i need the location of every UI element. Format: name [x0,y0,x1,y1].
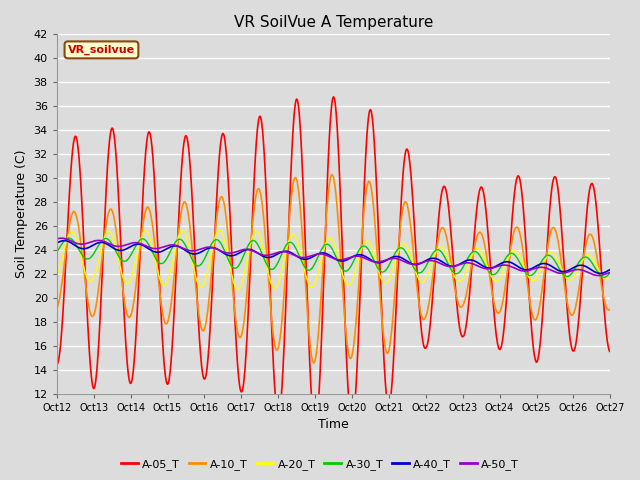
A-20_T [116,264,124,269]
Legend: A-05_T, A-10_T, A-20_T, A-30_T, A-40_T, A-50_T: A-05_T, A-10_T, A-20_T, A-30_T, A-40_T, … [116,455,524,474]
A-20_T [607,275,614,281]
A-20_T [266,275,273,281]
Line: A-05_T: A-05_T [57,97,611,430]
A-40_T [266,254,273,260]
A-10_T [536,300,544,306]
Line: A-40_T: A-40_T [57,240,611,274]
Text: VR_soilvue: VR_soilvue [68,45,135,55]
A-05_T [330,94,337,100]
A-05_T [265,259,273,265]
A-10_T [116,261,124,266]
A-40_T [60,238,68,243]
A-50_T [58,235,65,241]
A-40_T [53,240,61,246]
A-30_T [116,256,124,262]
A-10_T [310,360,317,366]
A-20_T [536,268,544,274]
A-40_T [596,271,604,276]
Y-axis label: Soil Temperature (C): Soil Temperature (C) [15,150,28,278]
Line: A-20_T: A-20_T [57,230,611,289]
A-10_T [265,285,273,290]
A-20_T [234,287,242,292]
A-50_T [607,270,614,276]
A-30_T [53,249,61,255]
A-30_T [289,241,297,247]
Title: VR SoilVue A Temperature: VR SoilVue A Temperature [234,15,433,30]
A-40_T [149,248,157,254]
A-10_T [607,306,614,312]
A-50_T [596,273,604,278]
A-05_T [149,154,157,159]
A-50_T [149,246,157,252]
A-30_T [596,272,604,277]
A-30_T [536,261,544,267]
A-50_T [116,243,124,249]
A-05_T [312,427,319,432]
X-axis label: Time: Time [318,419,349,432]
A-40_T [289,251,297,257]
Line: A-30_T: A-30_T [57,238,611,277]
A-10_T [328,172,336,178]
A-40_T [596,270,604,276]
Line: A-50_T: A-50_T [57,238,611,276]
A-50_T [53,236,61,242]
A-30_T [149,251,157,256]
A-40_T [116,248,124,253]
A-20_T [53,273,61,278]
A-20_T [216,227,223,233]
A-40_T [536,262,544,267]
A-05_T [536,340,544,346]
A-30_T [266,265,273,271]
A-30_T [65,235,73,241]
A-10_T [289,181,297,187]
Line: A-10_T: A-10_T [57,175,611,363]
A-50_T [289,252,297,258]
A-10_T [596,272,604,277]
A-05_T [289,127,297,132]
A-20_T [596,269,604,275]
A-10_T [149,225,157,230]
A-10_T [53,305,61,311]
A-20_T [149,246,157,252]
A-30_T [607,269,614,275]
A-50_T [595,273,602,278]
A-30_T [600,275,608,280]
A-05_T [116,223,124,229]
A-05_T [607,349,614,355]
A-50_T [266,252,273,258]
A-40_T [607,266,614,272]
A-50_T [536,264,544,270]
A-20_T [289,231,297,237]
A-05_T [53,361,61,367]
A-05_T [596,246,604,252]
